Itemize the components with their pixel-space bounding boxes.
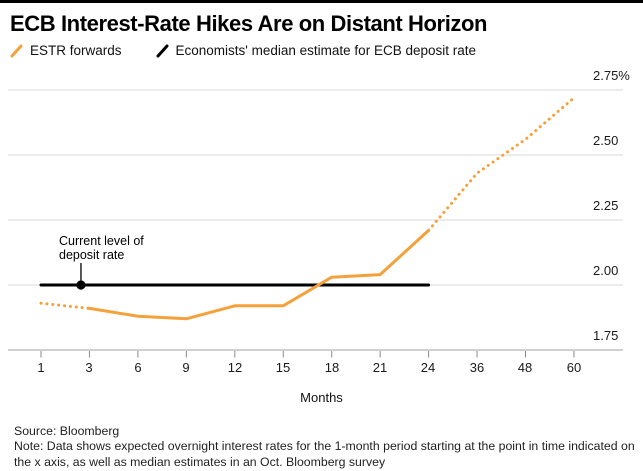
x-tick-label: 9 [182, 360, 190, 375]
top-rule [0, 0, 643, 3]
source-text: Source: Bloomberg [14, 424, 120, 438]
x-axis-title: Months [300, 390, 343, 405]
y-tick-label: 1.75 [593, 328, 619, 343]
note-text: Note: Data shows expected overnight inte… [14, 439, 635, 469]
x-tick-label: 15 [275, 360, 291, 375]
chart-title: ECB Interest-Rate Hikes Are on Distant H… [10, 11, 488, 36]
annotation-current-deposit-rate: Current level of deposit rate [59, 234, 144, 262]
legend-label: Economists' median estimate for ECB depo… [175, 43, 476, 58]
x-tick-label: 36 [469, 360, 485, 375]
x-tick-label: 18 [324, 360, 340, 375]
legend-item-estr-forwards: ESTR forwards [10, 43, 122, 58]
footer: Source: Bloomberg Note: Data shows expec… [14, 424, 636, 470]
y-tick-label: 2.00 [593, 263, 619, 278]
x-tick-label: 6 [134, 360, 142, 375]
x-tick-label: 12 [227, 360, 243, 375]
legend: ESTR forwards Economists' median estimat… [10, 43, 476, 58]
legend-label: ESTR forwards [30, 43, 122, 58]
annotation-line1: Current level of [59, 234, 144, 248]
x-tick-label: 48 [517, 360, 533, 375]
x-tick-label: 24 [420, 360, 436, 375]
slash-icon [156, 44, 169, 57]
y-tick-label: 2.25 [593, 198, 619, 213]
x-tick-label: 1 [37, 360, 45, 375]
y-tick-label: 2.75% [593, 68, 630, 83]
slash-icon [10, 44, 23, 57]
x-tick-label: 21 [372, 360, 388, 375]
legend-item-median-estimate: Economists' median estimate for ECB depo… [156, 43, 476, 58]
x-tick-label: 3 [85, 360, 93, 375]
x-tick-label: 60 [566, 360, 582, 375]
annotation-line2: deposit rate [59, 247, 125, 262]
y-tick-label: 2.50 [593, 133, 619, 148]
